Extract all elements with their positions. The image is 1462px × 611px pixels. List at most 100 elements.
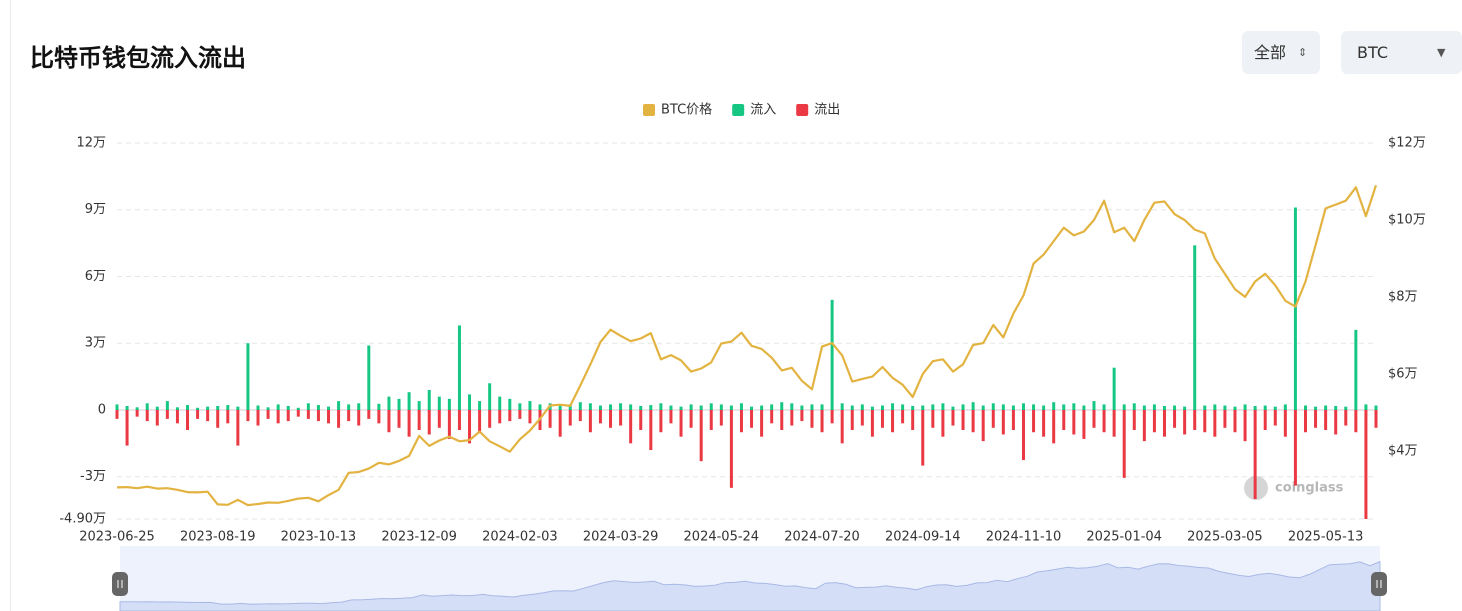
bar — [1142, 409, 1146, 442]
bar — [991, 409, 995, 428]
bar — [1011, 409, 1015, 431]
x-tick-label: 2025-03-05 — [1187, 530, 1263, 545]
bar — [981, 405, 985, 410]
legend-item[interactable]: 流出 — [796, 103, 840, 118]
bar — [1062, 409, 1066, 431]
bar — [1112, 409, 1116, 437]
bar — [971, 409, 975, 433]
bar — [135, 407, 139, 410]
bar — [689, 404, 693, 410]
bar — [125, 405, 129, 410]
x-tick-label: 2024-07-20 — [784, 530, 860, 545]
range-button[interactable]: 全部 ⇕ — [1242, 31, 1320, 74]
bar — [739, 403, 743, 410]
price-line — [116, 184, 1378, 507]
bar — [558, 405, 562, 410]
bar — [538, 404, 542, 410]
bar — [145, 403, 149, 410]
bar — [226, 405, 230, 410]
bar — [750, 406, 754, 410]
bar — [699, 405, 703, 410]
navigator-handle[interactable] — [1371, 572, 1387, 596]
page-border — [10, 0, 11, 611]
bar — [820, 404, 824, 410]
bar — [498, 396, 502, 410]
bar — [931, 404, 935, 410]
y2-tick-label: $6万 — [1388, 366, 1418, 381]
bar — [266, 407, 270, 410]
bar — [860, 409, 864, 426]
bar — [1082, 409, 1086, 439]
bar — [1213, 404, 1217, 410]
y2-tick-label: $8万 — [1388, 289, 1418, 304]
x-tick-label: 2024-05-24 — [684, 530, 760, 545]
bar — [427, 409, 431, 435]
legend-swatch — [796, 104, 809, 116]
bar — [1273, 409, 1277, 426]
legend-item[interactable]: 流入 — [732, 103, 776, 118]
y-tick-label: 12万 — [76, 136, 106, 151]
x-tick-label: 2023-08-19 — [180, 530, 256, 545]
bar — [1273, 406, 1277, 410]
bar — [286, 405, 290, 410]
bar — [961, 409, 965, 431]
bar — [1263, 409, 1267, 431]
bar — [810, 404, 814, 410]
bar — [1072, 403, 1076, 410]
legend-item[interactable]: BTC价格 — [643, 102, 712, 118]
bar — [770, 404, 774, 410]
x-tick-label: 2024-02-03 — [482, 530, 558, 545]
bar — [236, 409, 240, 446]
bar — [719, 404, 723, 410]
bar — [669, 409, 673, 424]
bar — [991, 403, 995, 410]
bar — [1052, 402, 1056, 410]
bar — [578, 409, 582, 422]
bar — [1072, 409, 1076, 435]
bar — [1042, 405, 1046, 410]
bar — [1173, 409, 1177, 428]
navigator-area — [119, 560, 1381, 611]
bar — [1102, 404, 1106, 410]
bar — [1062, 404, 1066, 410]
bar — [447, 398, 451, 410]
bar — [337, 409, 341, 428]
bar — [165, 409, 169, 419]
bar — [1193, 245, 1197, 410]
bar — [1223, 409, 1227, 428]
bar — [1253, 409, 1257, 499]
bar — [1243, 409, 1247, 442]
bar — [659, 403, 663, 410]
coin-select[interactable]: BTC ▼ — [1341, 31, 1462, 74]
y-tick-label: -3万 — [80, 469, 106, 484]
bar — [357, 403, 361, 410]
bar — [810, 409, 814, 428]
bar — [669, 405, 673, 410]
bar — [961, 404, 965, 410]
bar — [1132, 409, 1136, 431]
bar — [115, 409, 119, 419]
bar — [790, 409, 794, 426]
bar — [1021, 409, 1025, 461]
navigator-handle[interactable] — [112, 572, 128, 596]
bar — [739, 409, 743, 433]
bar — [518, 403, 522, 410]
bar — [790, 403, 794, 410]
bar — [679, 406, 683, 410]
bar — [941, 409, 945, 437]
bar — [840, 403, 844, 410]
bar — [1162, 405, 1166, 410]
bar — [588, 409, 592, 433]
bar — [598, 409, 602, 424]
bar — [609, 404, 613, 410]
bar — [891, 403, 895, 410]
x-tick-label: 2024-09-14 — [885, 530, 961, 545]
bar — [1132, 403, 1136, 410]
bar — [639, 405, 643, 410]
bar — [1122, 409, 1126, 478]
bar — [1001, 409, 1005, 435]
bar — [397, 409, 401, 428]
bar — [1303, 405, 1307, 410]
bar — [931, 409, 935, 428]
